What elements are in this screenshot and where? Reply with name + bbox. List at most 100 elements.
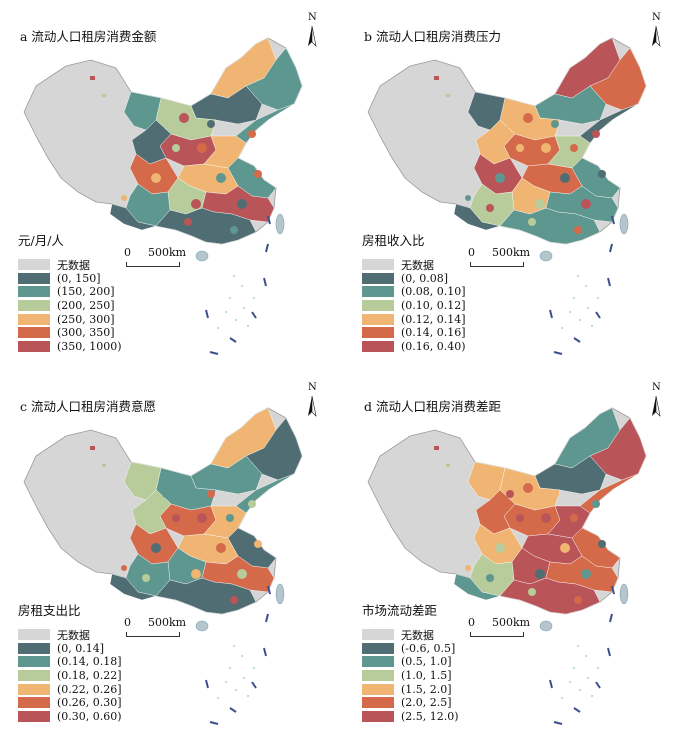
legend-swatch (362, 300, 394, 312)
district-patch (184, 218, 192, 226)
scale-bar-line (126, 632, 180, 637)
district-patch (516, 144, 524, 152)
legend-title: 房租收入比 (362, 233, 425, 248)
district-patch (254, 540, 262, 548)
island-dot (585, 655, 587, 657)
district-patch (506, 490, 514, 498)
legend-swatch (18, 710, 50, 722)
district-patch (535, 199, 545, 209)
hainan-island (539, 620, 553, 632)
legend-swatch (362, 286, 394, 298)
legend-label: 无数据 (57, 628, 90, 642)
island-dot (243, 307, 245, 309)
legend-item: (0.16, 0.40) (362, 340, 466, 354)
island-dot (573, 297, 575, 299)
north-letter: N (308, 12, 317, 23)
legend-item: (2.5, 12.0) (362, 710, 459, 724)
legend-label: (0.30, 0.60) (57, 709, 122, 723)
island-dot (587, 307, 589, 309)
district-patch (197, 143, 207, 153)
district-patch (446, 94, 450, 97)
island-dot (591, 695, 593, 697)
island-dot (243, 677, 245, 679)
legend-title: 元/月/人 (18, 233, 64, 248)
island-dot (253, 297, 255, 299)
scale-bar: 0 500km (464, 616, 544, 642)
legend-label: (0.10, 0.12] (401, 299, 466, 313)
district-patch (465, 565, 471, 571)
island-dot (233, 645, 235, 647)
hainan-island (195, 250, 209, 262)
region-patch (109, 573, 157, 601)
island-dot (561, 697, 563, 699)
district-patch (434, 446, 439, 450)
legend: 元/月/人 无数据 (0, 150] (150, 200] (200, 250] (250… (18, 230, 122, 353)
sea-boundary-segment (611, 215, 615, 225)
sea-boundary-segment (205, 679, 209, 689)
district-patch (230, 226, 238, 234)
legend-item: (0.12, 0.14] (362, 312, 466, 326)
district-patch (523, 113, 533, 123)
north-arrow-icon: N (648, 382, 668, 418)
island-dot (591, 325, 593, 327)
sea-boundary-segment (611, 585, 615, 595)
region-patch (245, 417, 303, 481)
district-patch (581, 199, 591, 209)
legend-swatch (18, 300, 50, 312)
sea-boundary-segment (609, 243, 613, 253)
legend-item: (0.14, 0.18] (18, 655, 122, 669)
scale-zero-label: 0 (124, 616, 131, 629)
sea-boundary-segment (573, 337, 581, 343)
sea-boundary-segment (265, 613, 269, 623)
legend-label: (0.18, 0.22] (57, 669, 122, 683)
district-patch (570, 514, 578, 522)
scale-bar-line (126, 262, 180, 267)
region-patch (155, 577, 257, 615)
legend-item: (150, 200] (18, 285, 122, 299)
district-patch (179, 483, 189, 493)
sea-boundary-segment (609, 613, 613, 623)
district-patch (516, 514, 524, 522)
island-dot (585, 285, 587, 287)
legend: 房租收入比 无数据 (0, 0.08] (0.08, 0.10] (0.10, 0.12… (362, 230, 466, 353)
region-patch (589, 47, 647, 111)
sea-boundary-segment (607, 277, 611, 287)
legend-item: (1.5, 2.0] (362, 682, 459, 696)
legend-item: (0.14, 0.16] (362, 326, 466, 340)
legend-item: (-0.6, 0.5] (362, 642, 459, 656)
legend-item: (0, 0.08] (362, 272, 466, 286)
legend-swatch (362, 313, 394, 325)
legend-item: (0, 150] (18, 272, 122, 286)
legend-label: (0.12, 0.14] (401, 312, 466, 326)
sea-boundary-segment (209, 721, 219, 725)
legend-label: (300, 350] (57, 326, 115, 340)
legend-swatch (362, 259, 394, 271)
district-patch (551, 490, 559, 498)
panel-title: b 流动人口租房消费压力 (364, 29, 501, 44)
legend-label: (1.5, 2.0] (401, 682, 452, 696)
north-arrow-icon: N (304, 12, 324, 48)
legend-item: (300, 350] (18, 326, 122, 340)
legend-swatch (18, 259, 50, 271)
legend-label: (0.08, 0.10] (401, 285, 466, 299)
district-patch (581, 569, 591, 579)
panel-title: a 流动人口租房消费金额 (20, 29, 157, 44)
legend-label: (0, 150] (57, 271, 101, 285)
sea-boundary-segment (263, 647, 267, 657)
island-dot (225, 681, 227, 683)
island-dot (561, 327, 563, 329)
district-patch (254, 170, 262, 178)
district-patch (528, 588, 536, 596)
district-patch (230, 596, 238, 604)
district-patch (172, 144, 180, 152)
legend-title: 市场流动差距 (362, 603, 438, 618)
legend-label: (0, 0.08] (401, 271, 449, 285)
choropleth-map (367, 37, 647, 355)
district-patch (226, 514, 234, 522)
island-dot (587, 677, 589, 679)
district-patch (90, 446, 95, 450)
district-patch (446, 464, 450, 467)
legend-swatch (18, 327, 50, 339)
scale-zero-label: 0 (468, 246, 475, 259)
scale-zero-label: 0 (468, 616, 475, 629)
